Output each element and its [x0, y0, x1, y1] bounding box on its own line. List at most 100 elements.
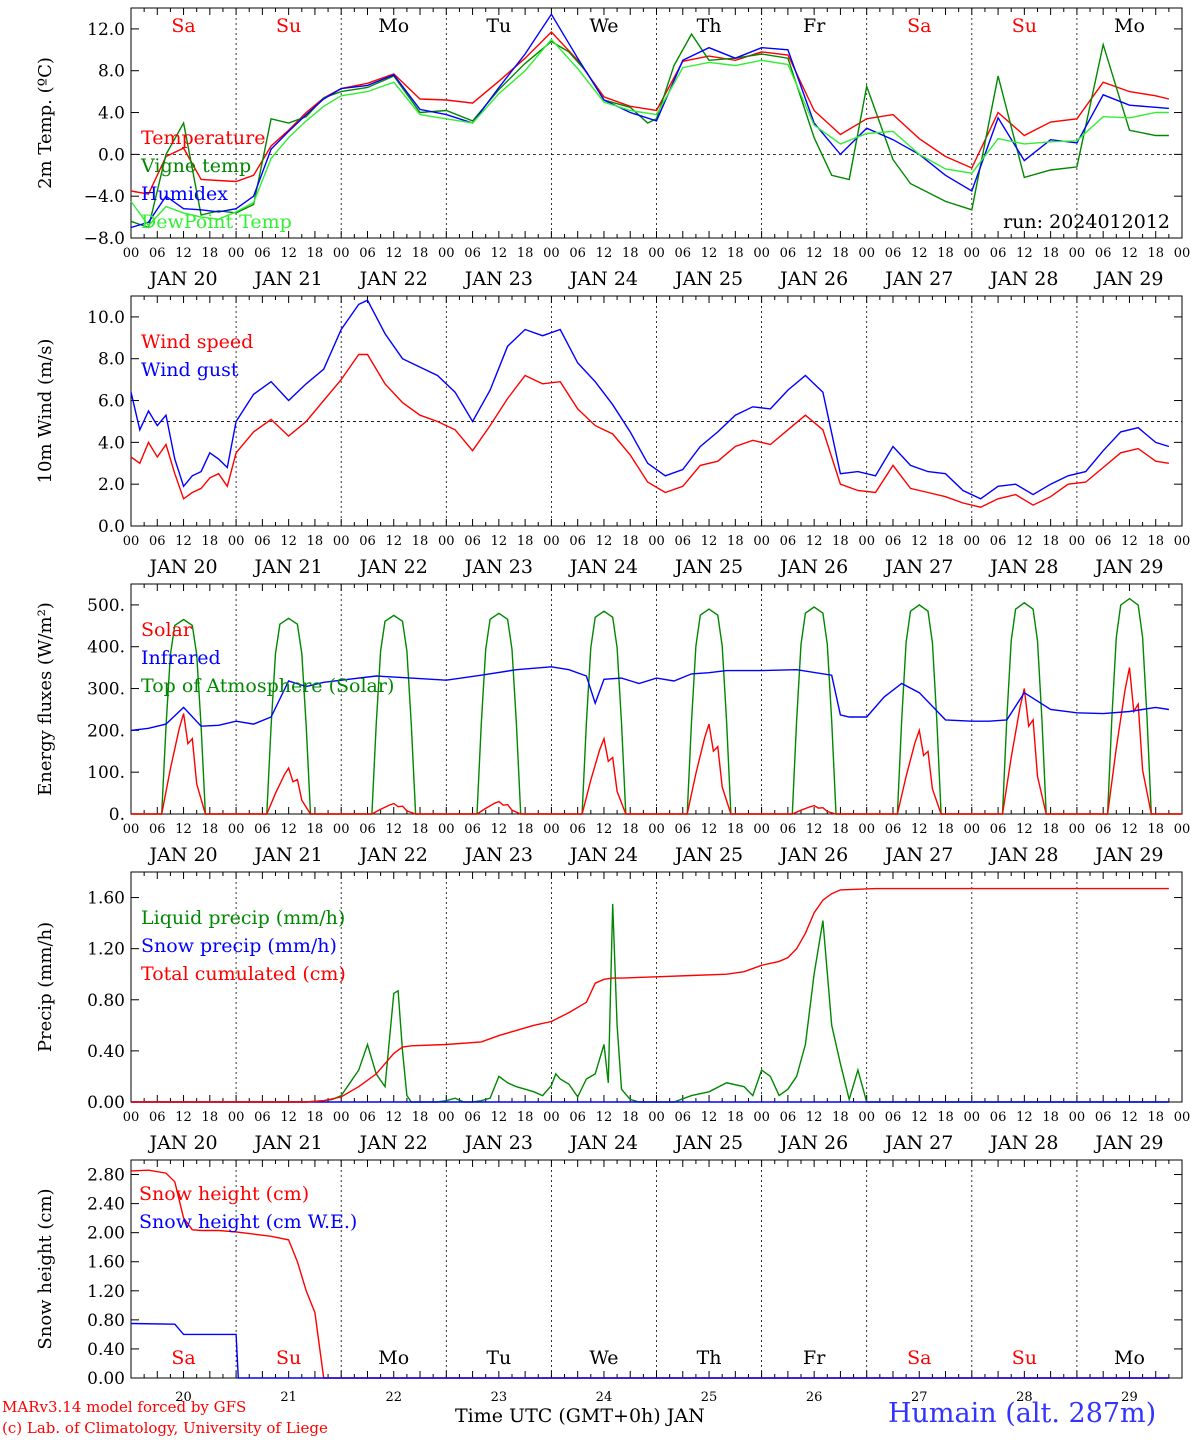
y-tick-label: 1.60 — [87, 889, 125, 909]
hour-label: 00 — [858, 1110, 875, 1125]
date-label: JAN 27 — [883, 556, 953, 578]
hour-label: 06 — [569, 822, 586, 837]
date-label: JAN 26 — [778, 1132, 848, 1154]
hour-label: 06 — [464, 1110, 481, 1125]
legend-vigne-temp: Vigne temp — [140, 155, 251, 177]
hour-label: 12 — [596, 1110, 613, 1125]
legend-solar: Solar — [141, 619, 193, 641]
hour-label: 00 — [333, 246, 350, 261]
y-tick-label: 500. — [87, 596, 125, 616]
legend-top-of-atmosphere-solar: Top of Atmosphere (Solar) — [141, 675, 394, 697]
hour-label: 06 — [149, 1110, 166, 1125]
legend-snow-height-cm: Snow height (cm) — [139, 1183, 309, 1205]
hour-label: 12 — [1016, 822, 1033, 837]
series-temperature — [130, 30, 1170, 195]
hour-label: 18 — [727, 822, 744, 837]
hour-label: 12 — [175, 1110, 192, 1125]
hour-label: 06 — [569, 534, 586, 549]
y-tick-label: 0.0 — [98, 517, 125, 537]
hour-label: 12 — [596, 246, 613, 261]
x-axis-title: Time UTC (GMT+0h) JAN — [455, 1405, 705, 1427]
hour-label: 00 — [123, 534, 140, 549]
day-name: Mo — [378, 15, 409, 37]
hour-label: 18 — [832, 822, 849, 837]
hour-label: 00 — [1174, 534, 1191, 549]
y-tick-label: 400. — [87, 638, 125, 658]
hour-label: 18 — [517, 822, 534, 837]
hour-label: 06 — [675, 534, 692, 549]
y-tick-label: 2.0 — [98, 475, 125, 495]
date-label: JAN 26 — [778, 268, 848, 290]
hour-label: 06 — [359, 534, 376, 549]
y-tick-label: 100. — [87, 763, 125, 783]
hour-label: 12 — [806, 1110, 823, 1125]
y-tick-label: 10.0 — [87, 308, 125, 328]
date-label: JAN 28 — [988, 1132, 1058, 1154]
y-tick-label: 0.80 — [87, 991, 125, 1011]
hour-label: 12 — [1121, 246, 1138, 261]
y-tick-label: 0.80 — [87, 1311, 125, 1331]
hour-label: 06 — [885, 1110, 902, 1125]
date-label: JAN 28 — [988, 556, 1058, 578]
hour-label: 18 — [412, 822, 429, 837]
day-number: 21 — [280, 1390, 297, 1405]
hour-label: 18 — [307, 822, 324, 837]
hour-label: 18 — [727, 534, 744, 549]
day-name: Tu — [486, 1347, 511, 1369]
hour-label: 06 — [359, 246, 376, 261]
hour-label: 00 — [1174, 246, 1191, 261]
y-tick-label: 300. — [87, 680, 125, 700]
date-label: JAN 24 — [568, 268, 638, 290]
hour-label: 18 — [517, 534, 534, 549]
date-label: JAN 25 — [673, 556, 743, 578]
legend-wind-speed: Wind speed — [141, 331, 253, 353]
y-tick-label: 1.20 — [87, 940, 125, 960]
hour-label: 06 — [990, 1110, 1007, 1125]
y-tick-label: 0.40 — [87, 1340, 125, 1360]
hour-label: 18 — [517, 246, 534, 261]
hour-label: 00 — [1174, 1110, 1191, 1125]
hour-label: 00 — [438, 534, 455, 549]
day-name: We — [589, 15, 618, 37]
hour-label: 00 — [753, 1110, 770, 1125]
hour-label: 06 — [675, 822, 692, 837]
hour-label: 12 — [491, 1110, 508, 1125]
hour-label: 12 — [701, 246, 718, 261]
date-label: JAN 22 — [358, 844, 428, 866]
y-tick-label: 0.00 — [87, 1093, 125, 1113]
date-label: JAN 29 — [1093, 844, 1163, 866]
hour-label: 18 — [307, 246, 324, 261]
hour-label: 00 — [648, 246, 665, 261]
hour-label: 18 — [832, 1110, 849, 1125]
day-name: Fr — [803, 15, 826, 37]
y-tick-label: 4.0 — [98, 433, 125, 453]
hour-label: 00 — [1069, 1110, 1086, 1125]
date-label: JAN 23 — [463, 556, 533, 578]
hour-label: 00 — [228, 534, 245, 549]
day-name: Sa — [171, 1347, 195, 1369]
hour-label: 18 — [307, 1110, 324, 1125]
hour-label: 06 — [569, 246, 586, 261]
hour-label: 18 — [202, 1110, 219, 1125]
hour-label: 00 — [123, 822, 140, 837]
hour-label: 00 — [1069, 534, 1086, 549]
hour-label: 12 — [175, 246, 192, 261]
hour-label: 06 — [1095, 246, 1112, 261]
hour-label: 00 — [1069, 822, 1086, 837]
hour-label: 18 — [1147, 246, 1164, 261]
hour-label: 18 — [832, 534, 849, 549]
date-label: JAN 28 — [988, 268, 1058, 290]
hour-label: 00 — [228, 1110, 245, 1125]
hour-label: 18 — [412, 534, 429, 549]
hour-label: 06 — [885, 822, 902, 837]
hour-label: 12 — [385, 246, 402, 261]
hour-label: 12 — [911, 1110, 928, 1125]
hour-label: 00 — [333, 1110, 350, 1125]
hour-label: 12 — [175, 822, 192, 837]
day-number: 22 — [385, 1390, 402, 1405]
run-label: run: 2024012012 — [1003, 211, 1170, 233]
hour-label: 00 — [543, 822, 560, 837]
hour-label: 06 — [990, 246, 1007, 261]
y-axis-title: Energy fluxes (W/m²) — [35, 602, 56, 796]
hour-label: 18 — [412, 246, 429, 261]
